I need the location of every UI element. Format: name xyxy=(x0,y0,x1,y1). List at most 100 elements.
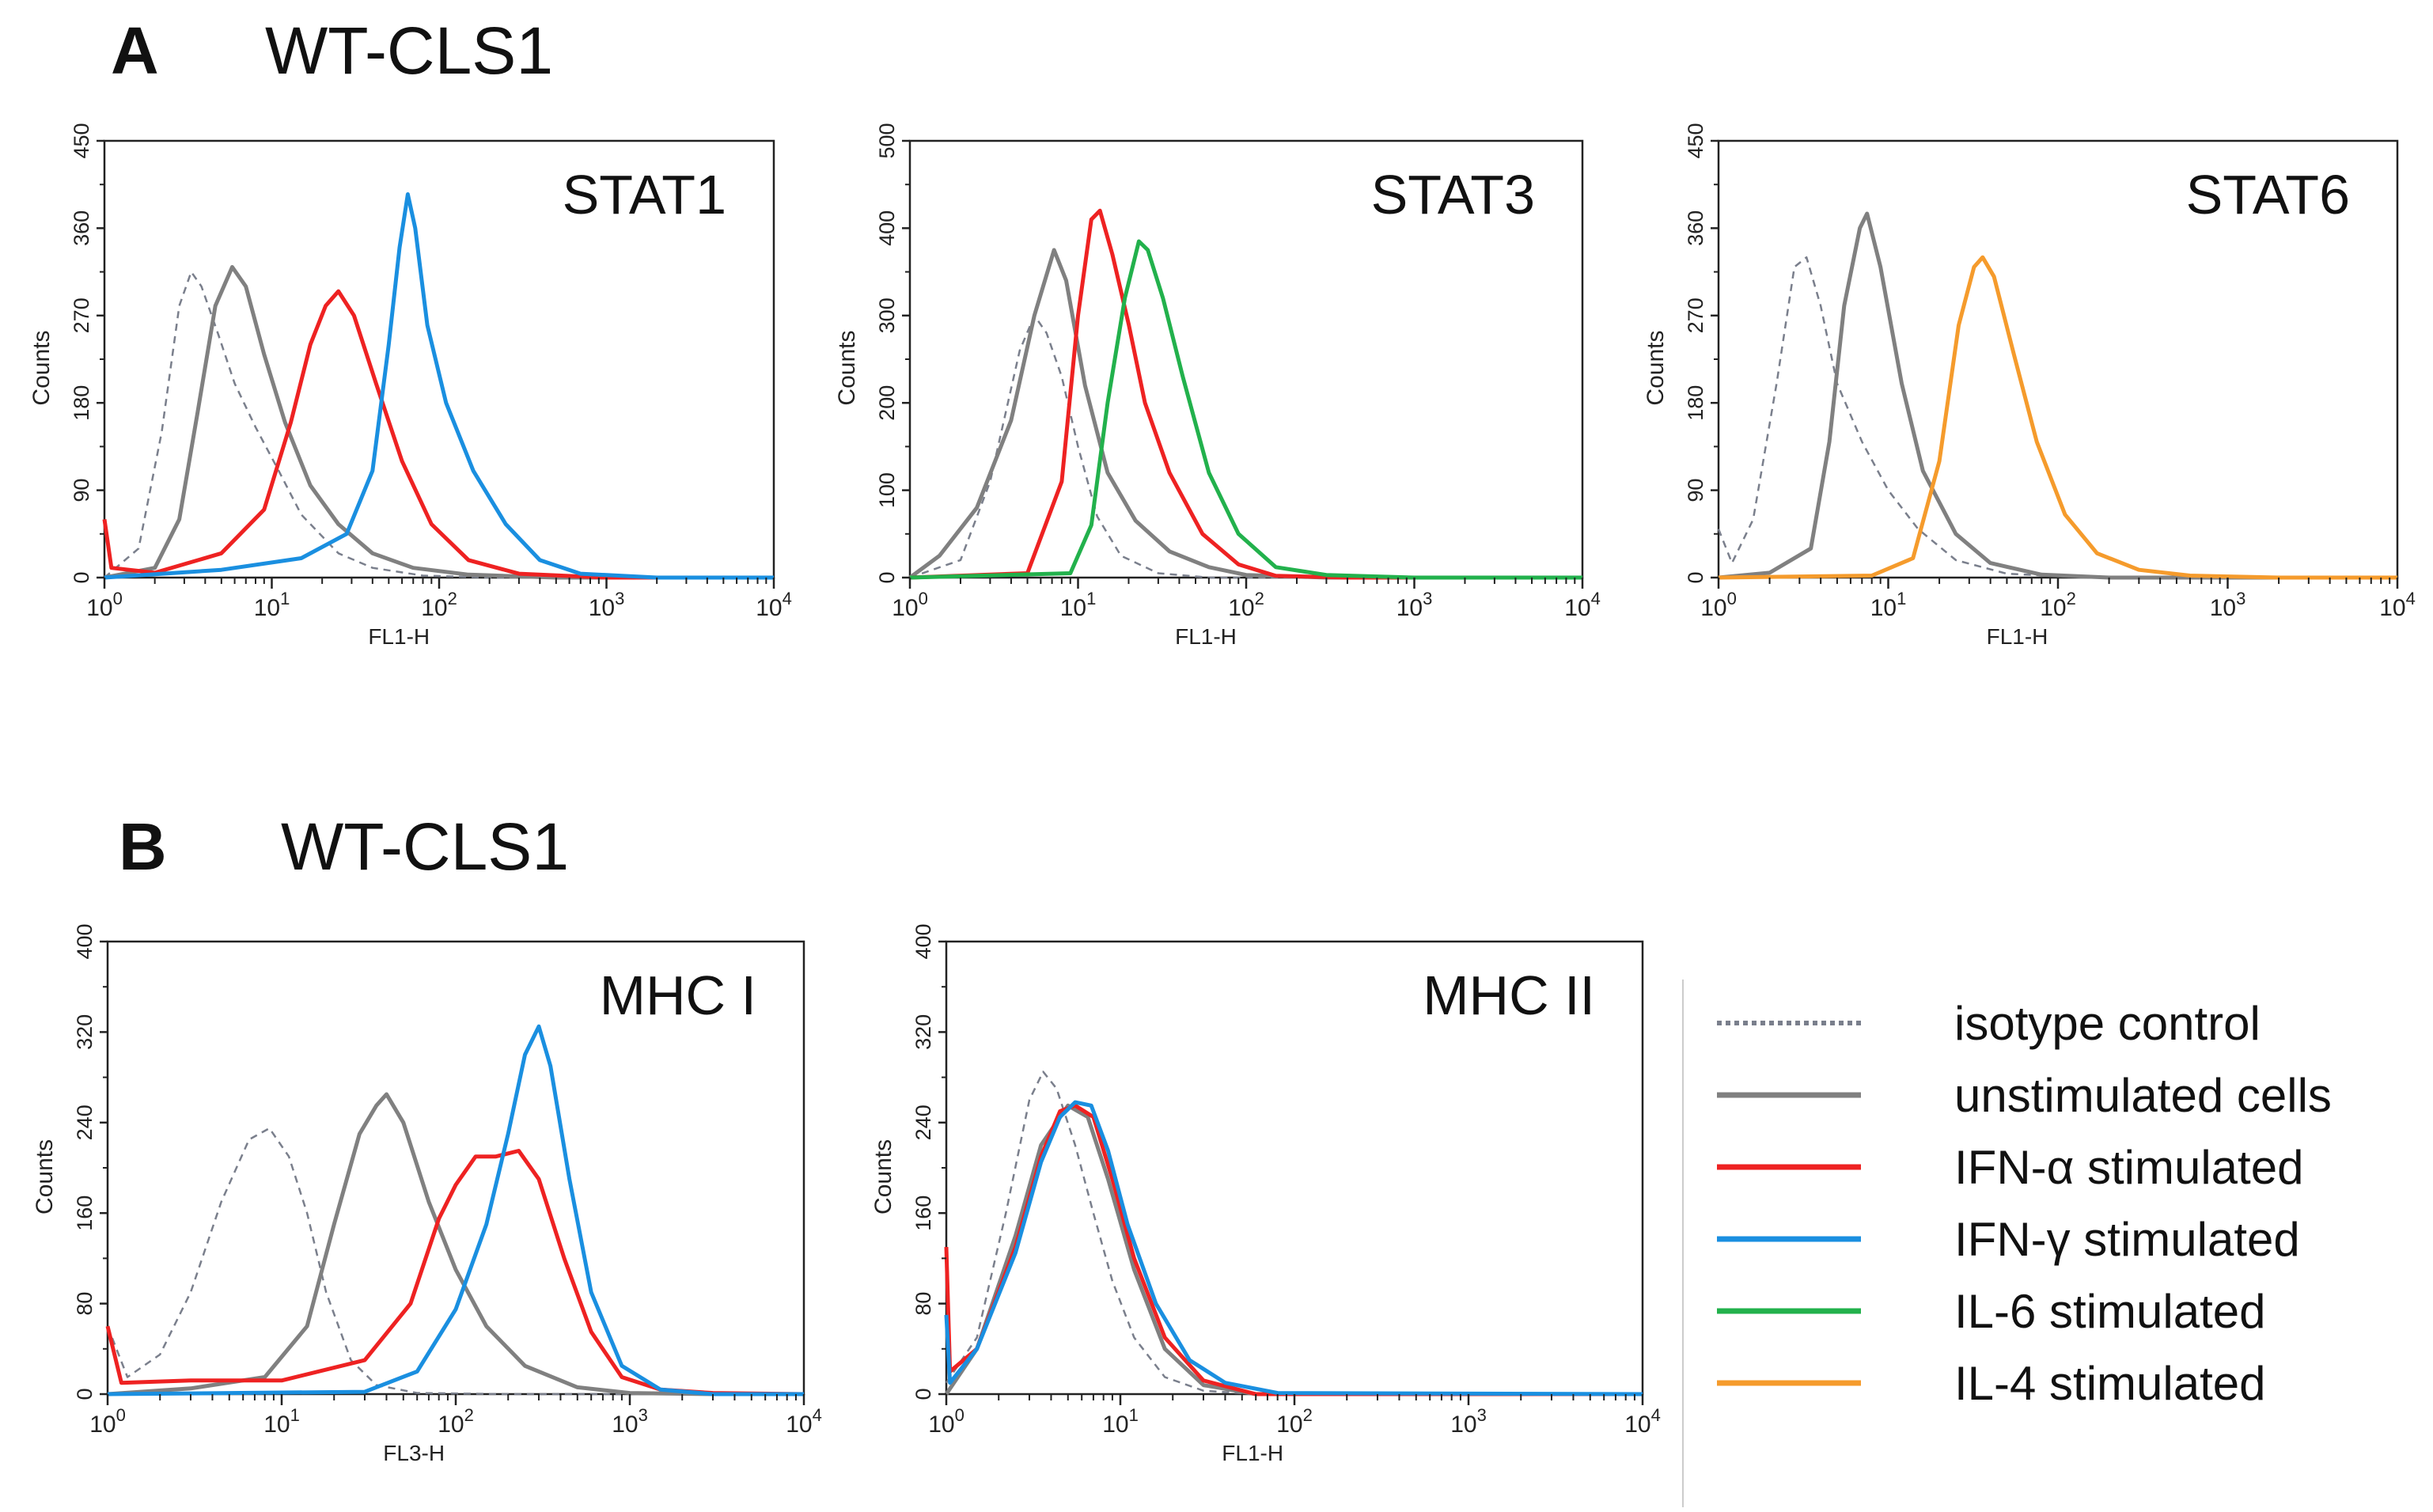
y-tick-label: 450 xyxy=(70,123,93,158)
panel-b-letter: B xyxy=(119,809,167,884)
x-tick-label: 103 xyxy=(589,589,625,621)
y-tick-label: 100 xyxy=(875,472,899,508)
y-tick-label: 180 xyxy=(1684,385,1707,421)
plot-frame xyxy=(945,940,1644,1396)
series-line-ifn-stimulated xyxy=(105,1149,805,1396)
plot-title-mhc-i: MHC I xyxy=(600,964,756,1026)
plot-frame xyxy=(103,139,775,579)
x-tick-label: 101 xyxy=(1060,589,1097,621)
x-tick-label: 104 xyxy=(1564,589,1601,621)
y-tick-label: 0 xyxy=(70,571,93,583)
legend: isotype control unstimulated cells IFN-α s… xyxy=(1717,997,2332,1410)
y-tick-label: 240 xyxy=(911,1105,935,1140)
plot-frame xyxy=(908,139,1584,579)
x-tick-label: 102 xyxy=(1228,589,1264,621)
y-axis-label: Counts xyxy=(1643,331,1669,406)
x-tick-label: 104 xyxy=(786,1405,822,1438)
y-axis-label: Counts xyxy=(32,1139,58,1215)
y-tick-label: 160 xyxy=(911,1196,935,1231)
x-tick-label: 100 xyxy=(89,1405,126,1438)
x-tick-label: 103 xyxy=(2210,589,2246,621)
y-tick-label: 200 xyxy=(875,385,899,421)
plot-mhc-ii: 0 80 160 240 320 400 100 101 102 103 104 FL1-H Count… xyxy=(870,923,1661,1465)
series-line-isotype-control xyxy=(106,1127,804,1396)
x-tick-label: 101 xyxy=(1102,1405,1139,1438)
x-tick-label: 100 xyxy=(1700,589,1737,621)
y-axis-label: Counts xyxy=(834,331,860,406)
legend-label: IFN-α stimulated xyxy=(1954,1141,2303,1194)
series-line-unstimulated-cells xyxy=(908,248,1582,580)
x-axis-label: FL3-H xyxy=(383,1441,445,1465)
series-line-ifn-stimulated xyxy=(909,208,1582,580)
y-tick-label: 80 xyxy=(911,1292,935,1316)
y-tick-label: 450 xyxy=(1684,123,1707,158)
x-tick-label: 102 xyxy=(2040,589,2076,621)
y-tick-label: 360 xyxy=(1684,210,1707,246)
series-line-unstimulated-cells xyxy=(104,265,774,580)
y-tick-label: 320 xyxy=(73,1014,97,1050)
panel-a-title: WT-CLS1 xyxy=(265,13,554,88)
panel-b-title: WT-CLS1 xyxy=(281,809,570,884)
y-tick-label: 270 xyxy=(70,297,93,333)
y-tick-label: 320 xyxy=(911,1014,935,1050)
legend-label: IL-6 stimulated xyxy=(1954,1285,2266,1338)
y-tick-label: 0 xyxy=(875,571,899,583)
plot-frame xyxy=(106,940,805,1396)
legend-label: unstimulated cells xyxy=(1954,1069,2332,1122)
x-tick-label: 102 xyxy=(421,589,457,621)
x-tick-label: 104 xyxy=(1624,1405,1661,1438)
y-tick-label: 500 xyxy=(875,123,899,158)
series-line-unstimulated-cells xyxy=(944,1103,1643,1396)
y-tick-label: 400 xyxy=(911,923,935,959)
y-axis-label: Counts xyxy=(28,331,55,406)
y-axis-label: Counts xyxy=(870,1139,896,1215)
histogram-plots: 0 90 180 270 360 450 100 101 102 103 104 FL1-H Count… xyxy=(28,123,2416,1465)
x-tick-label: 101 xyxy=(263,1405,300,1438)
series-line-ifn-stimulated xyxy=(104,192,774,580)
y-tick-label: 270 xyxy=(1684,297,1707,333)
legend-label: isotype control xyxy=(1954,997,2261,1050)
x-axis-label: FL1-H xyxy=(1175,624,1237,649)
y-tick-label: 90 xyxy=(1684,479,1707,502)
legend-label: IFN-γ stimulated xyxy=(1954,1213,2300,1266)
y-tick-label: 360 xyxy=(70,210,93,246)
y-tick-label: 240 xyxy=(73,1105,97,1140)
x-tick-label: 102 xyxy=(1276,1405,1313,1438)
series-line-isotype-control xyxy=(945,1071,1643,1396)
y-tick-label: 0 xyxy=(911,1388,935,1400)
plot-mhc-i: 0 80 160 240 320 400 100 101 102 103 104 FL3-H Count… xyxy=(32,923,822,1465)
plot-title-mhc-ii: MHC II xyxy=(1423,964,1595,1026)
x-tick-label: 104 xyxy=(2379,589,2416,621)
x-tick-label: 103 xyxy=(1397,589,1433,621)
x-tick-label: 102 xyxy=(438,1405,474,1438)
series-line-il-4-stimulated xyxy=(1718,255,2397,580)
series-line-ifn-stimulated xyxy=(944,1100,1643,1396)
y-tick-label: 80 xyxy=(73,1292,97,1316)
x-tick-label: 101 xyxy=(1870,589,1907,621)
panel-a-letter: A xyxy=(111,13,159,88)
series-line-il-6-stimulated xyxy=(909,239,1582,580)
x-tick-label: 100 xyxy=(892,589,928,621)
y-tick-label: 0 xyxy=(73,1388,97,1400)
y-tick-label: 0 xyxy=(1684,571,1707,583)
x-tick-label: 104 xyxy=(756,589,792,621)
x-tick-label: 100 xyxy=(928,1405,964,1438)
series-line-unstimulated-cells xyxy=(1718,211,2397,580)
x-axis-label: FL1-H xyxy=(1222,1441,1283,1465)
plot-stat3: 0 100 200 300 400 500 100 101 102 103 104 FL1-H Coun… xyxy=(834,123,1601,649)
x-tick-label: 100 xyxy=(86,589,123,621)
x-tick-label: 101 xyxy=(254,589,290,621)
x-axis-label: FL1-H xyxy=(368,624,430,649)
y-tick-label: 90 xyxy=(70,479,93,502)
y-tick-label: 300 xyxy=(875,297,899,333)
plot-title-stat1: STAT1 xyxy=(563,164,726,225)
series-line-isotype-control xyxy=(909,314,1582,579)
series-line-ifn-stimulated xyxy=(102,289,774,580)
y-tick-label: 160 xyxy=(73,1196,97,1231)
x-tick-label: 103 xyxy=(1450,1405,1487,1438)
plot-title-stat3: STAT3 xyxy=(1371,164,1535,225)
y-tick-label: 400 xyxy=(875,210,899,246)
series-line-isotype-control xyxy=(104,271,774,579)
y-tick-label: 180 xyxy=(70,385,93,421)
